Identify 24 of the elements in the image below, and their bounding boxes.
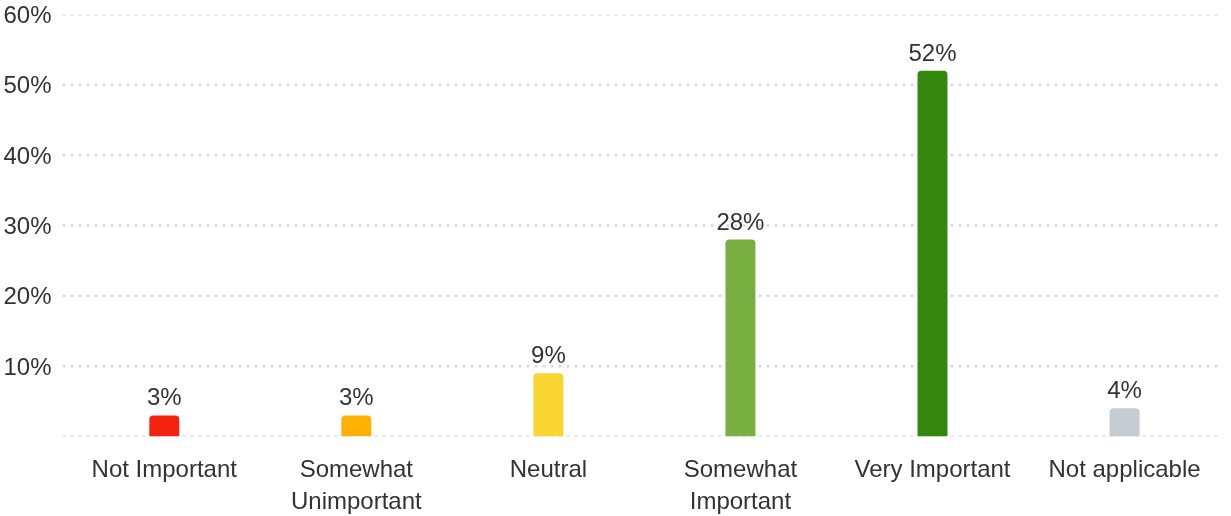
x-tick-label: Neutral <box>509 454 588 482</box>
bar <box>149 415 180 437</box>
y-tick-label: 10% <box>3 352 52 380</box>
y-tick-label: 50% <box>3 71 52 99</box>
data-label: 3% <box>339 383 374 411</box>
data-label: 4% <box>1107 376 1142 404</box>
data-label: 28% <box>716 207 765 235</box>
y-tick-label: 30% <box>3 212 52 239</box>
x-tick-label: Somewhat Important <box>683 454 798 514</box>
bar <box>1109 408 1140 437</box>
y-tick-label: 20% <box>3 282 52 310</box>
x-tick-label: Somewhat Unimportant <box>290 454 423 514</box>
y-tick-label: 40% <box>3 141 52 169</box>
data-label: 3% <box>146 383 182 411</box>
y-tick-label: 60% <box>3 1 52 28</box>
bar <box>725 239 756 437</box>
x-tick-label: Not Important <box>91 454 238 482</box>
bar <box>533 373 564 437</box>
bar <box>917 70 948 437</box>
data-label: 52% <box>908 38 957 66</box>
data-label: 9% <box>531 341 566 369</box>
x-tick-label: Not applicable <box>1048 454 1201 482</box>
x-tick-label: Very Important <box>854 454 1011 482</box>
bar <box>341 415 372 437</box>
